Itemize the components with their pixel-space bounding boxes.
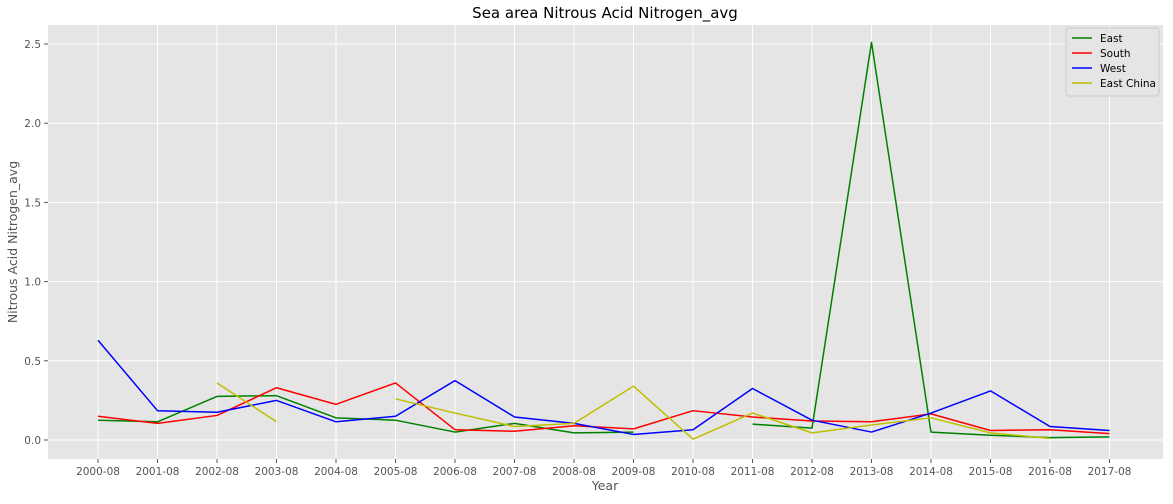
x-tick-label: 2017-08 xyxy=(1088,466,1132,478)
x-tick-label: 2007-08 xyxy=(493,466,537,478)
series-line-segment xyxy=(216,382,277,423)
grid-lines xyxy=(48,25,1163,459)
legend: East South West East China xyxy=(1065,27,1160,97)
x-tick-label: 2002-08 xyxy=(195,466,239,478)
x-tick-label: 2012-08 xyxy=(790,466,834,478)
y-tick-label: 0.0 xyxy=(24,435,41,447)
legend-label: East China xyxy=(1100,78,1156,90)
chart-title: Sea area Nitrous Acid Nitrogen_avg xyxy=(472,4,738,23)
series-line-segment xyxy=(752,41,1110,439)
x-tick-label: 2016-08 xyxy=(1028,466,1072,478)
x-tick-label: 2014-08 xyxy=(909,466,953,478)
y-axis-ticks: 0.0 0.5 1.0 1.5 2.0 2.5 xyxy=(24,39,48,447)
y-tick-label: 1.5 xyxy=(24,197,41,209)
x-axis-label: Year xyxy=(591,478,619,493)
x-tick-label: 2008-08 xyxy=(552,466,596,478)
y-tick-label: 1.0 xyxy=(24,277,41,289)
legend-label: South xyxy=(1100,48,1131,60)
x-tick-label: 2015-08 xyxy=(969,466,1013,478)
series-line-segment xyxy=(395,385,1051,440)
x-tick-label: 2000-08 xyxy=(76,466,120,478)
x-tick-label: 2011-08 xyxy=(731,466,775,478)
series-east-china xyxy=(216,382,1051,440)
series-line-segment xyxy=(97,339,1110,436)
y-tick-label: 2.0 xyxy=(24,118,41,130)
x-tick-label: 2001-08 xyxy=(136,466,180,478)
series-line-segment xyxy=(97,382,1110,435)
x-tick-label: 2010-08 xyxy=(671,466,715,478)
x-tick-label: 2006-08 xyxy=(433,466,477,478)
x-tick-label: 2013-08 xyxy=(850,466,894,478)
legend-label: East xyxy=(1100,33,1123,45)
series-south xyxy=(97,382,1110,435)
x-tick-label: 2005-08 xyxy=(374,466,418,478)
plot-area-background xyxy=(48,25,1163,459)
series-west xyxy=(97,339,1110,436)
y-tick-label: 2.5 xyxy=(24,39,41,51)
series-lines xyxy=(97,41,1110,440)
y-tick-label: 0.5 xyxy=(24,356,41,368)
x-tick-label: 2009-08 xyxy=(612,466,656,478)
x-tick-label: 2003-08 xyxy=(255,466,299,478)
legend-label: West xyxy=(1100,63,1126,75)
x-tick-label: 2004-08 xyxy=(314,466,358,478)
x-axis-ticks: 2000-08 2001-08 2002-08 2003-08 2004-08 2005-… xyxy=(76,459,1131,478)
legend-box xyxy=(1065,27,1160,97)
y-axis-label: Nitrous Acid Nitrogen_avg xyxy=(5,161,20,323)
